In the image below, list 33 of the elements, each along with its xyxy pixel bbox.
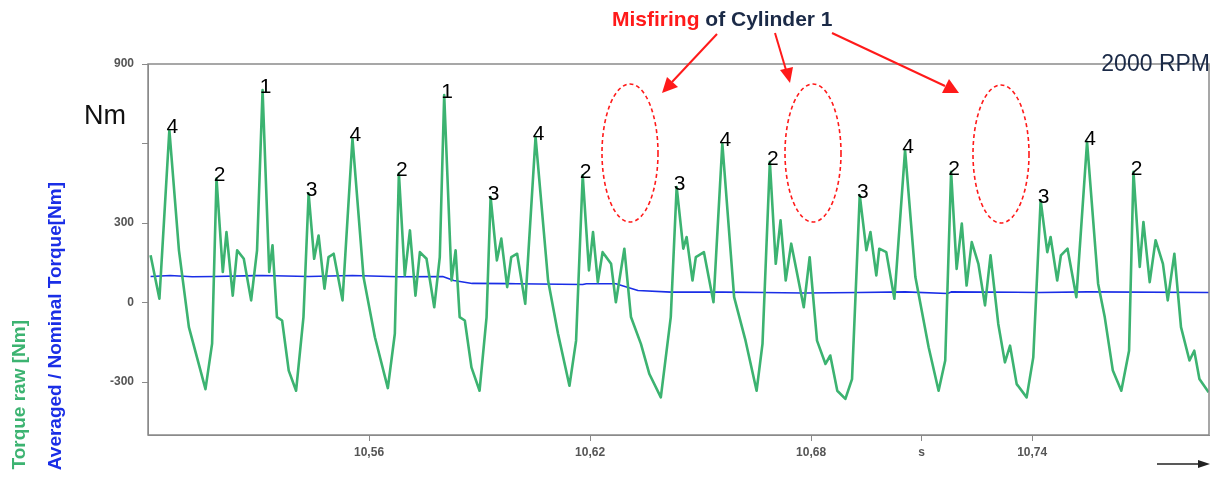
x-tick-label: s	[918, 444, 926, 459]
annotation: 4	[719, 127, 732, 151]
text: Averaged / Nominal Torque[Nm]	[44, 181, 66, 470]
x-tick-label: 10,56	[354, 444, 385, 459]
y-axis-title: Nm	[84, 100, 126, 131]
annotation: 2	[767, 145, 779, 169]
annotation: 2	[1130, 155, 1143, 179]
y-tick-label: -300	[109, 374, 135, 389]
annotation: 2	[396, 157, 408, 181]
annotation: 3	[305, 177, 318, 201]
annotation: 2	[948, 155, 960, 179]
annotation: 1	[259, 73, 272, 97]
annotation: 3	[673, 170, 686, 194]
annotation: 4	[1084, 125, 1097, 149]
text: Torque raw [Nm]	[8, 320, 30, 470]
annotation: 3	[487, 180, 500, 204]
x-tick-label: 10,68	[796, 444, 827, 459]
annotation: 4	[166, 113, 179, 137]
chart-title: Misfiring of Cylinder 1	[612, 7, 833, 31]
x-tick-label: 10,74	[1017, 444, 1048, 459]
annotation: 3	[1037, 184, 1050, 208]
annotation: 4	[902, 133, 915, 157]
annotation: 4	[349, 122, 362, 146]
annotation: 2	[579, 159, 592, 183]
annotation: 4	[532, 120, 545, 144]
y-tick-label: 900	[113, 56, 135, 71]
x-tick-label: 10,62	[575, 444, 606, 459]
annotation: 2000 RPM	[1101, 50, 1210, 77]
annotation: 1	[441, 78, 454, 102]
y-tick-label: 300	[113, 215, 135, 230]
y-tick-label: 0	[127, 294, 135, 309]
annotation: 2	[213, 162, 226, 186]
annotation: 3	[856, 178, 869, 202]
